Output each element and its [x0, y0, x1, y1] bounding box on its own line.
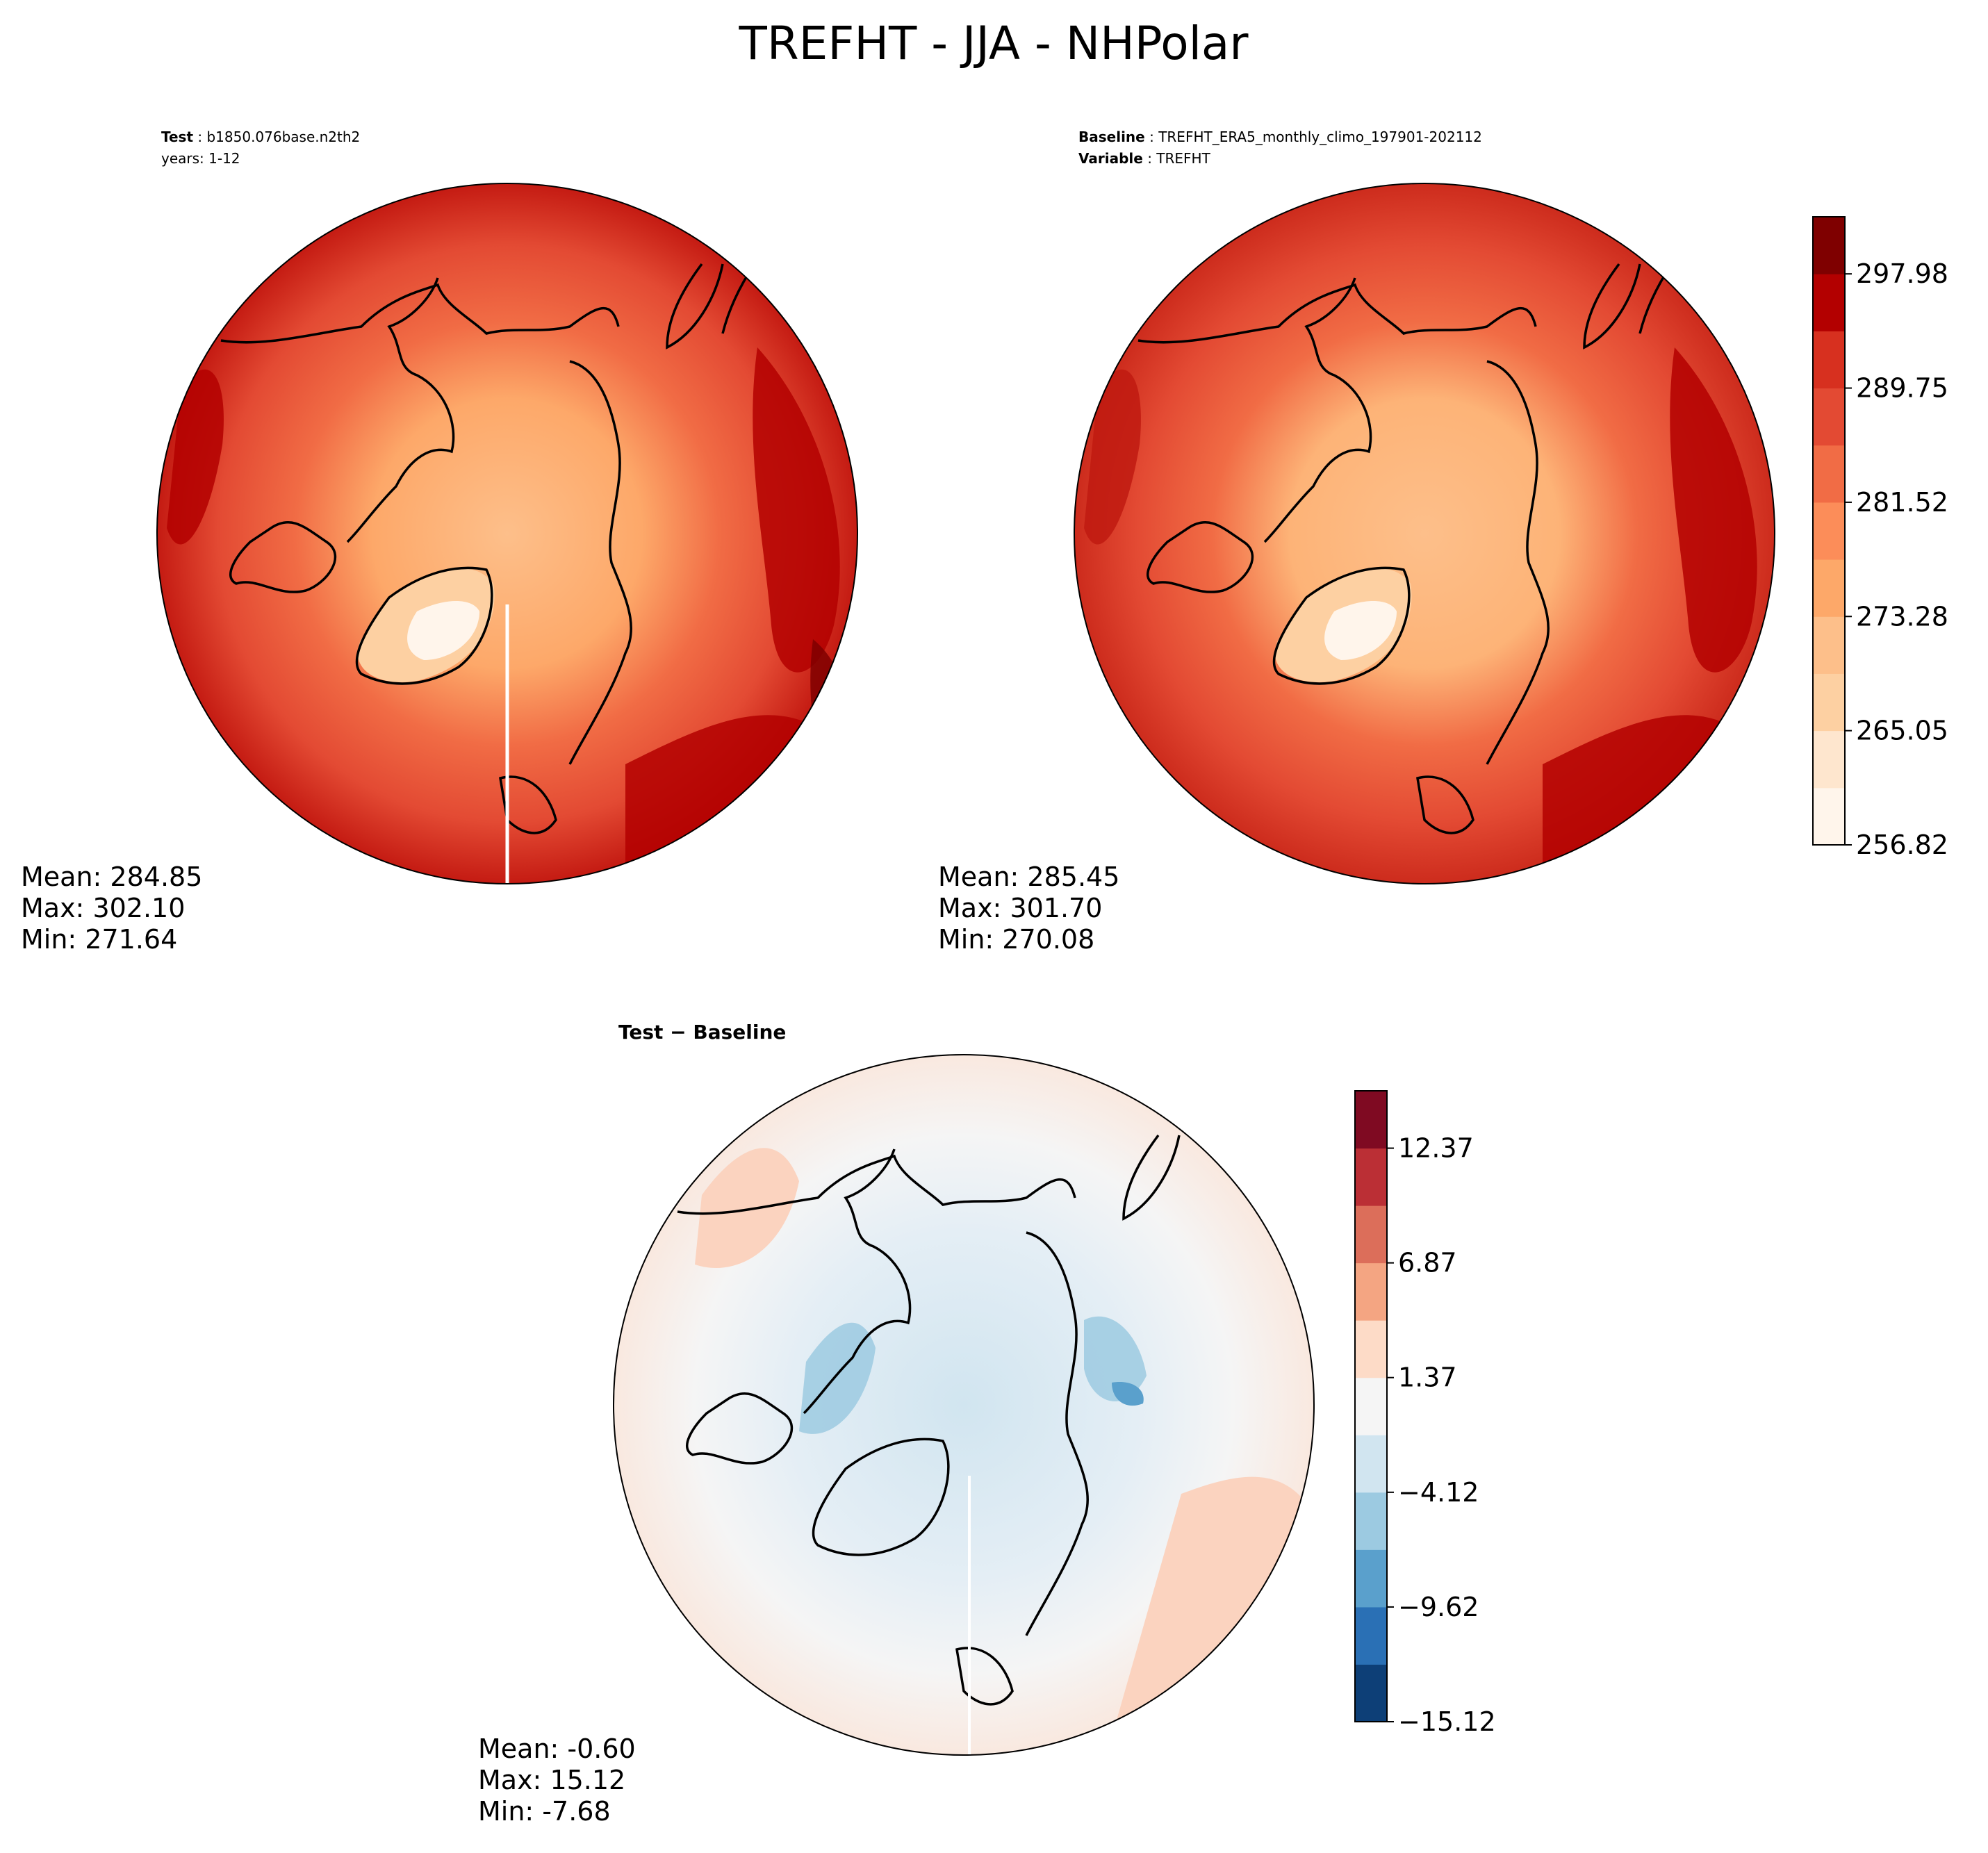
test-map — [157, 183, 857, 884]
difference-colorbar-level-9 — [1355, 1148, 1387, 1206]
difference-colorbar-level-3 — [1355, 1492, 1387, 1550]
diff-map-boundary — [613, 1054, 1315, 1756]
difference-colorbar-level-8 — [1355, 1205, 1387, 1264]
baseline-panel: Baseline : TREFHT_ERA5_monthly_climo_197… — [938, 129, 1775, 955]
baseline-panel-label: Baseline : TREFHT_ERA5_monthly_climo_197… — [1078, 129, 1482, 145]
temperature-colorbar-tick-label-2: 273.28 — [1856, 601, 1948, 632]
test-map-boundary — [156, 183, 858, 884]
diff-map — [614, 1055, 1314, 1755]
baseline-variable-value: TREFHT — [1156, 150, 1210, 167]
test-mean: Mean: 284.85 — [21, 862, 202, 892]
temperature-colorbar-level-4 — [1813, 559, 1845, 617]
difference-colorbar-level-7 — [1355, 1262, 1387, 1321]
difference-colorbar-tick-label-3: 1.37 — [1398, 1362, 1457, 1393]
test-max: Max: 302.10 — [21, 893, 185, 923]
diff-min: Min: -7.68 — [478, 1796, 611, 1827]
difference-colorbar-level-6 — [1355, 1320, 1387, 1378]
temperature-colorbar-tick-label-4: 289.75 — [1856, 373, 1948, 404]
difference-colorbar-level-1 — [1355, 1606, 1387, 1665]
baseline-mean: Mean: 285.45 — [938, 862, 1119, 892]
baseline-map-boundary — [1074, 183, 1775, 884]
temperature-colorbar-tick-label-1: 265.05 — [1856, 716, 1948, 746]
diff-max: Max: 15.12 — [478, 1765, 625, 1795]
temperature-colorbar-level-7 — [1813, 388, 1845, 446]
diff-panel: Test − Baseline Mean: -0.60 Max: 15.12 M… — [478, 1021, 1315, 1827]
temperature-colorbar-level-0 — [1813, 787, 1845, 846]
test-panel-years: years: 1-12 — [161, 150, 240, 167]
difference-colorbar-level-5 — [1355, 1377, 1387, 1435]
baseline-min: Min: 270.08 — [938, 924, 1094, 955]
figure-title: TREFHT - JJA - NHPolar — [739, 17, 1249, 70]
temperature-colorbar-level-8 — [1813, 331, 1845, 389]
difference-colorbar-level-0 — [1355, 1664, 1387, 1722]
difference-colorbar-tick-label-4: 6.87 — [1398, 1248, 1457, 1278]
temperature-colorbar-tick-label-0: 256.82 — [1856, 830, 1948, 860]
test-panel-label: Test : b1850.076base.n2th2 — [161, 129, 360, 145]
test-panel: Test : b1850.076base.n2th2 years: 1-12 — [21, 129, 858, 955]
difference-colorbar-tick-label-5: 12.37 — [1398, 1133, 1474, 1164]
baseline-label-bold: Baseline — [1078, 129, 1145, 145]
difference-colorbar-frame — [1354, 1090, 1388, 1722]
temperature-colorbar-level-6 — [1813, 445, 1845, 503]
temperature-colorbar-level-5 — [1813, 502, 1845, 560]
diff-panel-title: Test − Baseline — [618, 1021, 786, 1044]
baseline-map — [1074, 183, 1775, 884]
temperature-colorbar-tick-label-5: 297.98 — [1856, 258, 1948, 289]
temperature-colorbar-level-2 — [1813, 673, 1845, 732]
temperature-colorbar-level-1 — [1813, 730, 1845, 789]
baseline-max: Max: 301.70 — [938, 893, 1102, 923]
test-label-value: b1850.076base.n2th2 — [206, 129, 360, 145]
temperature-colorbar-tick-label-3: 281.52 — [1856, 487, 1948, 518]
difference-colorbar-level-10 — [1355, 1091, 1387, 1149]
baseline-label-value: TREFHT_ERA5_monthly_climo_197901-202112 — [1158, 129, 1482, 145]
test-label-bold: Test — [161, 129, 193, 145]
baseline-panel-variable: Variable : TREFHT — [1078, 150, 1211, 167]
temperature-colorbar-level-3 — [1813, 616, 1845, 674]
difference-colorbar-level-2 — [1355, 1549, 1387, 1608]
test-min: Min: 271.64 — [21, 924, 177, 955]
temperature-colorbar-level-9 — [1813, 274, 1845, 331]
difference-colorbar: −15.12 −9.62 −4.12 1.37 6.87 12.37 — [1354, 1090, 1496, 1737]
difference-colorbar-tick-label-0: −15.12 — [1398, 1706, 1496, 1737]
temperature-colorbar-frame — [1812, 216, 1846, 846]
difference-colorbar-level-4 — [1355, 1435, 1387, 1493]
difference-colorbar-tick-label-2: −4.12 — [1398, 1477, 1479, 1508]
temperature-colorbar: 256.82 265.05 273.28 281.52 289.75 297.98 — [1812, 216, 1948, 860]
temperature-colorbar-level-10 — [1813, 217, 1845, 274]
difference-colorbar-tick-label-1: −9.62 — [1398, 1592, 1479, 1622]
diff-mean: Mean: -0.60 — [478, 1733, 636, 1764]
baseline-variable-bold: Variable — [1078, 150, 1143, 167]
